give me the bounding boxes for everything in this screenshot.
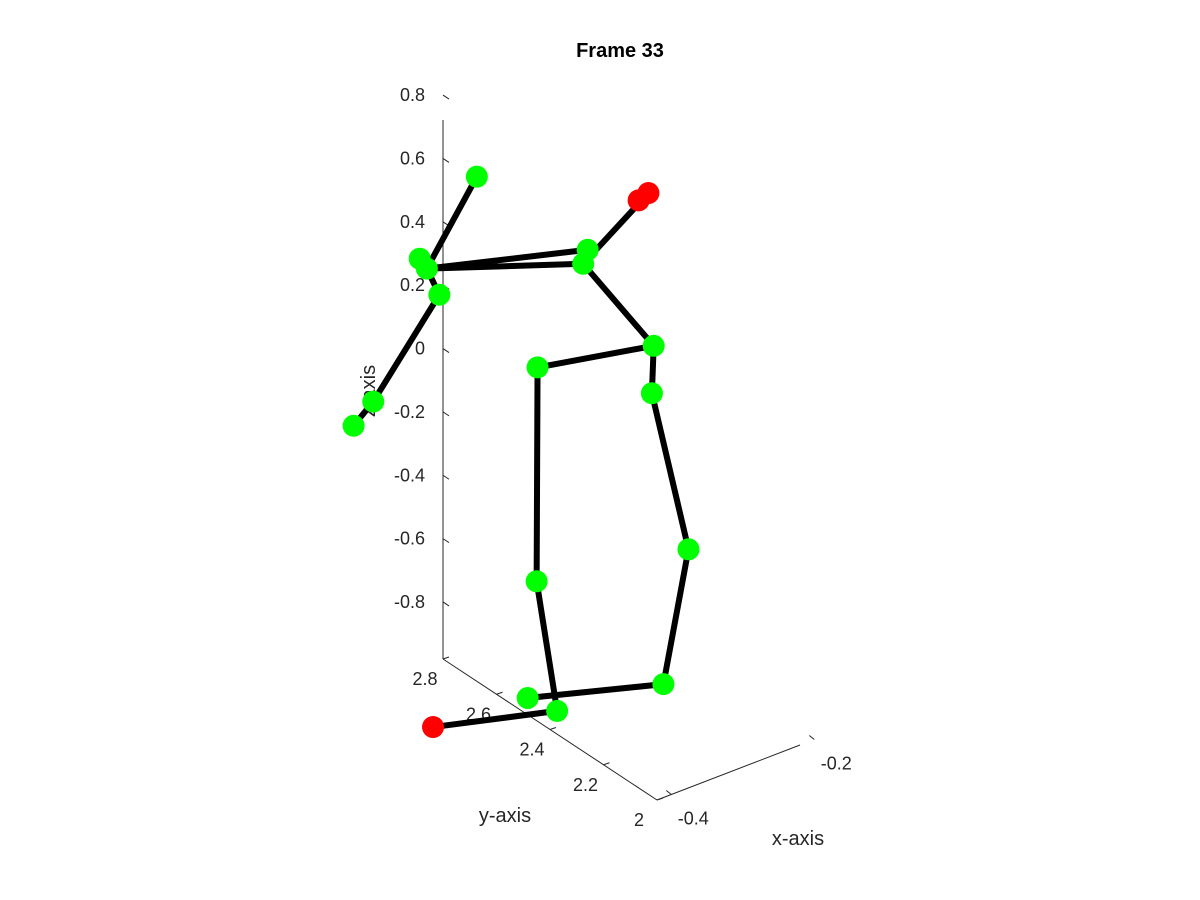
joint-elbow-b (572, 252, 595, 275)
z-tick-mark (442, 411, 450, 417)
bone-head-spine-shoulder (423, 173, 480, 272)
z-tick-mark (442, 601, 450, 607)
joint-hand-b-tip (627, 189, 650, 212)
joint-spine-shoulder (415, 257, 438, 280)
joint-ankle-a (516, 687, 539, 710)
joint-toe-a (422, 716, 445, 739)
x-axis-ticks: -0.4 -0.2 (665, 735, 852, 829)
y-axis-ticks: 22.22.42.62.8 (412, 656, 664, 830)
bone-knee-a-foot-a (533, 578, 561, 714)
x-tick-mark (808, 735, 815, 740)
y-tick-label: 2.8 (412, 669, 437, 689)
y-tick-mark (496, 691, 503, 695)
z-tick-mark (442, 474, 450, 480)
z-tick-label: 0.8 (400, 85, 425, 105)
z-tick-label: 0.4 (400, 212, 425, 232)
z-tick-mark (442, 348, 450, 353)
bone-knee-b-ankle-b (660, 546, 692, 688)
x-axis-line (656, 744, 801, 801)
bone-hip-a-knee-a (533, 364, 541, 585)
joint-hip-a (526, 356, 549, 379)
joint-spine-base (640, 382, 663, 405)
bone-elbow-b-hip-b (580, 260, 657, 349)
joint-shoulder-a (428, 283, 451, 306)
joint-hand-a (342, 414, 365, 437)
skeleton-bones (350, 173, 692, 731)
bone-foot-a-toe-a (430, 707, 561, 731)
joint-ankle-b (652, 673, 675, 696)
skeleton-joints (342, 165, 700, 739)
joint-hip-b (642, 334, 665, 357)
z-tick-label: -0.8 (394, 592, 425, 612)
bone-spine-shoulder-elbow-b (423, 260, 587, 272)
y-tick-mark (656, 797, 664, 801)
bone-hip-b-hip-a (534, 342, 657, 371)
z-tick-mark (442, 158, 450, 163)
y-tick-label: 2 (634, 810, 644, 830)
joint-foot-a (546, 699, 569, 722)
z-tick-label: 0.6 (400, 148, 425, 168)
y-axis-label: y-axis (479, 805, 531, 827)
y-tick-label: 2.4 (519, 740, 544, 760)
y-tick-label: 2.2 (573, 775, 598, 795)
chart-title: Frame 33 (576, 40, 664, 62)
joint-head (465, 165, 488, 188)
y-tick-mark (549, 727, 557, 730)
bone-ankle-b-ankle-a (524, 681, 667, 702)
z-tick-label: 0 (415, 339, 425, 359)
z-tick-label: 0.2 (400, 275, 425, 295)
bone-spine-base-knee-b (648, 390, 692, 553)
y-tick-mark (442, 656, 450, 660)
y-tick-mark (603, 762, 610, 766)
x-tick-label: -0.2 (821, 754, 852, 774)
joint-elbow-a (362, 390, 385, 413)
z-tick-mark (442, 538, 450, 544)
z-tick-label: -0.6 (394, 529, 425, 549)
joint-knee-a (525, 570, 548, 593)
z-axis-ticks: 0.8 0.6 0.4 0.2 0 -0.2 -0.4 -0.6 -0.8 (394, 85, 450, 612)
x-tick-label: -0.4 (678, 809, 709, 829)
x-axis-label: x-axis (772, 828, 824, 850)
z-tick-mark (442, 94, 450, 100)
z-tick-label: -0.4 (394, 465, 425, 485)
bone-shoulder-a-elbow-a (370, 291, 443, 405)
z-tick-label: -0.2 (394, 402, 425, 422)
joint-knee-b (677, 538, 700, 561)
x-tick-mark (665, 790, 672, 795)
